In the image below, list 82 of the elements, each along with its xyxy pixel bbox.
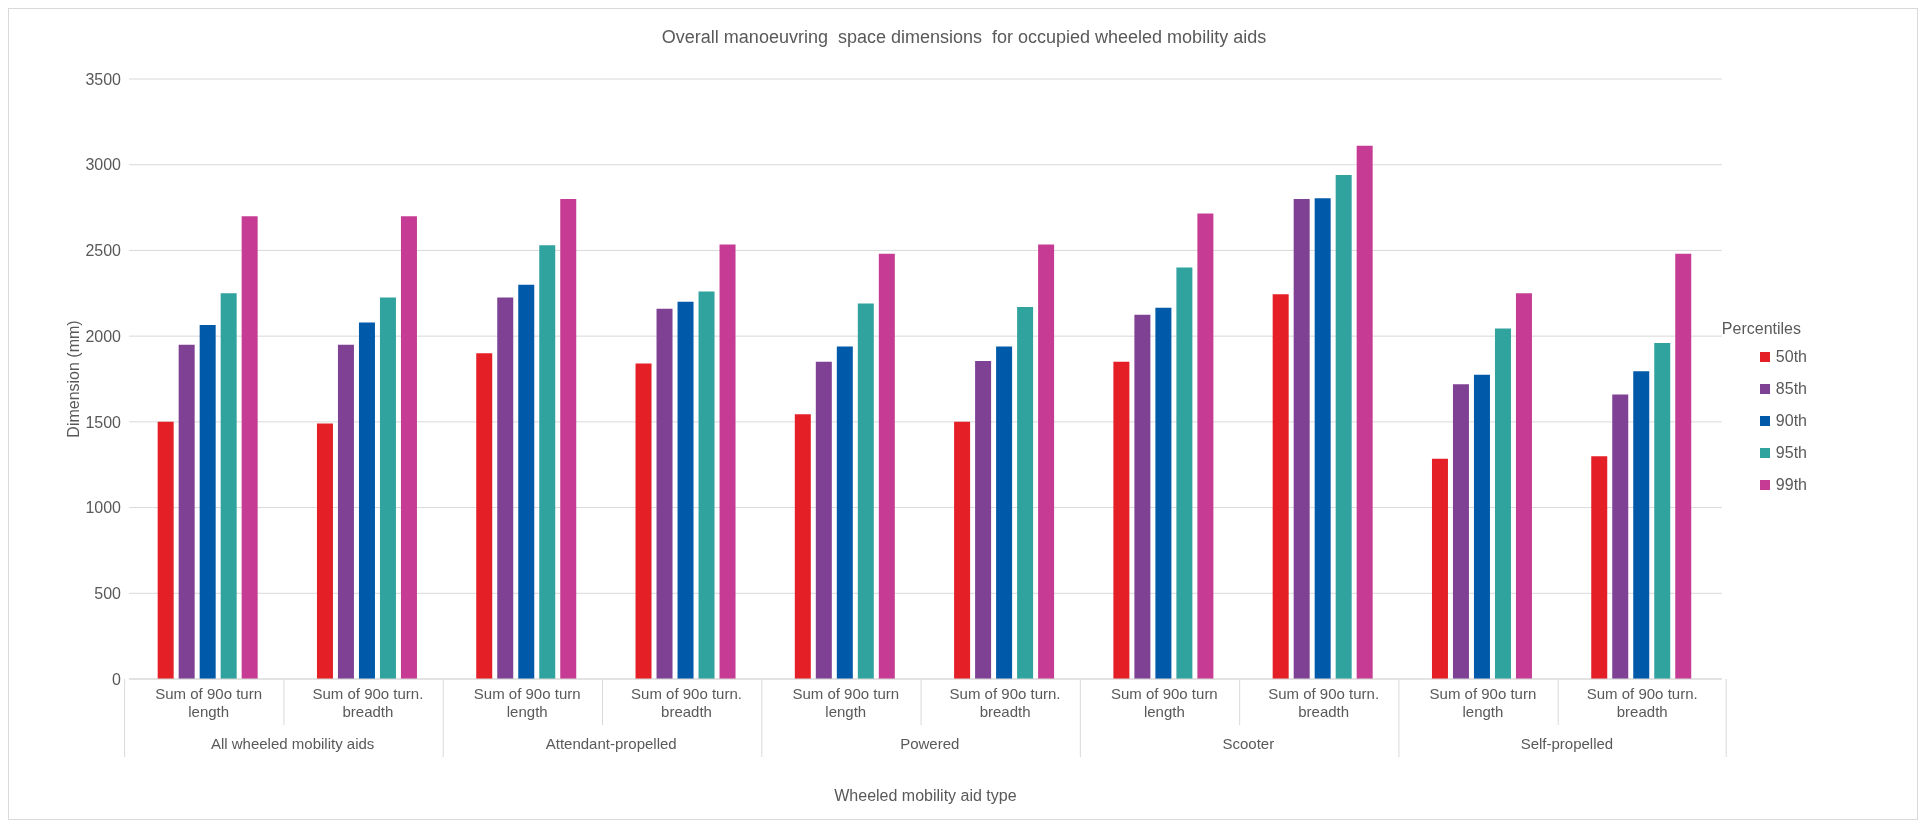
bar	[857, 303, 874, 679]
bar	[1293, 199, 1310, 679]
bar	[815, 361, 832, 679]
x-tick-label: Sum of 90o turn length	[1110, 685, 1218, 720]
chart-title: Overall manoeuvring space dimensions for occupied wheeled mobility aids	[660, 27, 1268, 48]
x-tick-label: Sum of 90o turn. breadth	[1586, 685, 1698, 720]
bar	[1356, 145, 1373, 679]
bar	[1017, 307, 1034, 679]
y-tick-label: 1500	[85, 413, 122, 431]
bar	[1494, 328, 1511, 679]
bar	[539, 245, 556, 679]
bar	[1038, 244, 1055, 679]
x-tick-label: Sum of 90o turn length	[473, 685, 581, 720]
bar	[400, 216, 417, 679]
bar	[1272, 294, 1289, 679]
bar	[157, 421, 174, 679]
x-tick-label: Sum of 90o turn. breadth	[312, 685, 424, 720]
bar	[560, 199, 577, 679]
y-tick-label: 2000	[85, 327, 122, 345]
x-tick-label: Sum of 90o turn length	[1429, 685, 1537, 720]
y-tick-label: 0	[112, 670, 122, 688]
bar	[1675, 253, 1692, 679]
x-axis-title: Wheeled mobility aid type	[834, 787, 1017, 804]
bar	[220, 293, 237, 679]
bar	[497, 297, 514, 679]
bar	[1515, 293, 1532, 679]
legend-label: 85th	[1775, 380, 1807, 398]
bar	[836, 346, 853, 679]
bar	[337, 344, 354, 679]
legend-label: 99th	[1775, 476, 1807, 494]
bar	[719, 244, 736, 679]
bar	[1452, 384, 1469, 679]
x-tick-label: Sum of 90o turn length	[155, 685, 263, 720]
bar	[518, 284, 535, 679]
bar	[1314, 198, 1331, 679]
bar	[1654, 343, 1671, 679]
bar	[635, 363, 652, 679]
bar	[656, 308, 673, 679]
bar	[358, 322, 375, 679]
bar	[1197, 213, 1214, 679]
x-tick-label: Sum of 90o turn. breadth	[631, 685, 742, 720]
bar	[996, 346, 1013, 679]
bar	[1176, 267, 1193, 679]
x-tick-label: Sum of 90o turn. breadth	[949, 685, 1061, 720]
bar	[1155, 307, 1172, 679]
text: Powered	[900, 735, 960, 752]
text: Scooter	[1222, 735, 1275, 752]
bar	[878, 253, 895, 679]
y-tick-label: 500	[94, 584, 122, 602]
bar	[1431, 458, 1448, 679]
legend-label: 90th	[1775, 412, 1807, 430]
x-tick-label: Sum of 90o turn length	[792, 685, 900, 720]
y-tick-label: 2500	[85, 242, 122, 260]
bar	[1633, 371, 1650, 679]
text: All wheeled mobility aids	[210, 735, 375, 752]
bar	[954, 421, 971, 679]
legend-label: 95th	[1775, 444, 1807, 462]
bar	[1134, 314, 1151, 679]
bar	[316, 423, 333, 679]
bar	[178, 344, 195, 679]
bar	[794, 414, 811, 679]
bar	[199, 325, 216, 679]
y-tick-label: 3000	[85, 156, 122, 174]
bar	[1335, 175, 1352, 679]
bar	[975, 361, 992, 679]
text: Attendant-propelled	[545, 735, 677, 752]
bar	[379, 297, 396, 679]
legend-title: Percentiles	[1721, 320, 1802, 338]
y-tick-label: 3500	[85, 70, 122, 88]
bar	[1612, 394, 1629, 679]
y-tick-label: 1000	[85, 499, 122, 517]
bar	[698, 291, 715, 679]
bar	[1591, 456, 1608, 679]
legend-label: 50th	[1775, 348, 1807, 366]
bar	[1113, 361, 1130, 679]
bar	[1473, 374, 1490, 679]
bar	[476, 353, 493, 679]
bar	[677, 301, 694, 679]
text: Self-propelled	[1520, 735, 1614, 752]
bar	[241, 216, 258, 679]
y-axis-title: Dimension (mm)	[64, 320, 82, 438]
x-tick-label: Sum of 90o turn. breadth	[1268, 685, 1380, 720]
